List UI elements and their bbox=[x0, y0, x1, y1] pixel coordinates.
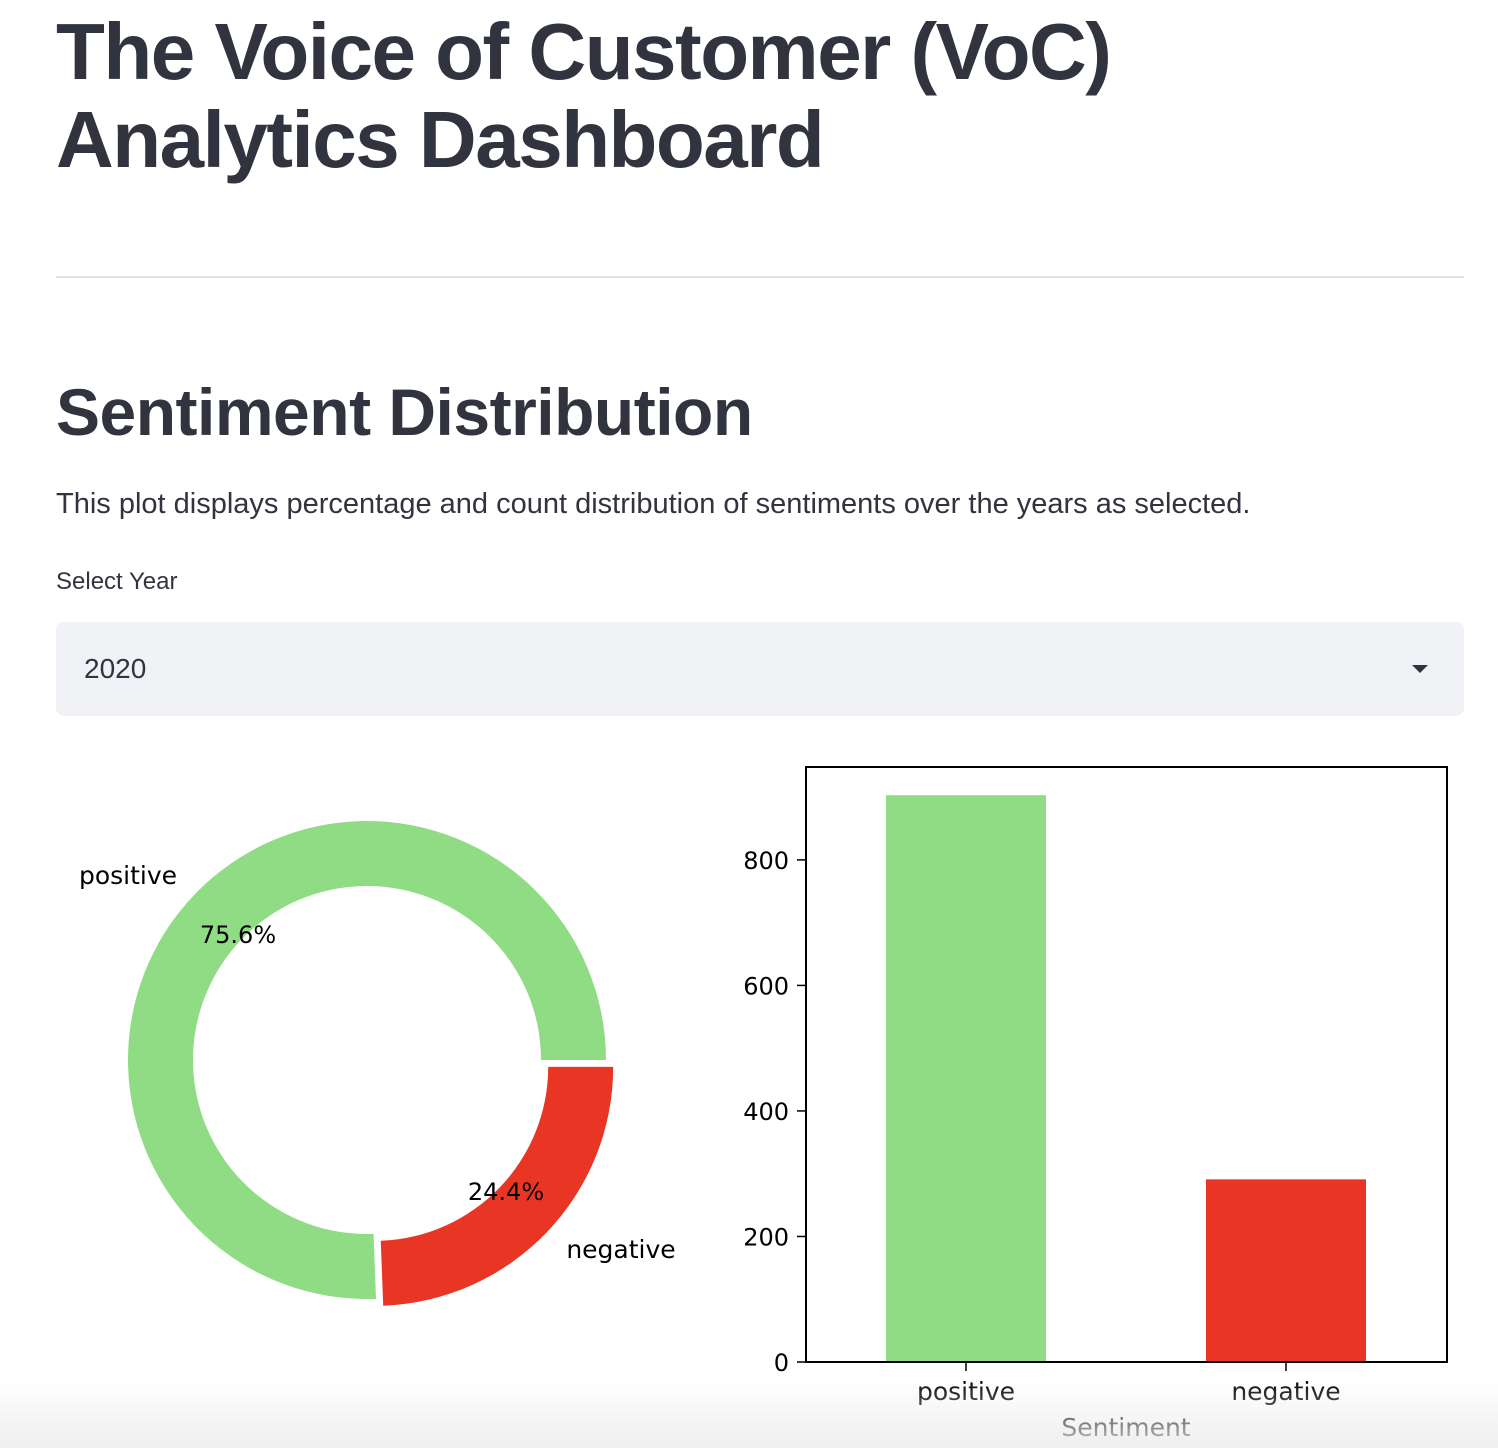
plot-frame bbox=[805, 766, 1448, 1363]
x-tick-label-positive: positive bbox=[917, 1377, 1015, 1406]
y-tick-label: 800 bbox=[743, 847, 789, 875]
y-tick-label: 0 bbox=[774, 1349, 789, 1377]
donut-label-negative: negative bbox=[566, 1235, 675, 1264]
year-select-value: 2020 bbox=[84, 653, 147, 684]
select-year-label: Select Year bbox=[56, 568, 178, 595]
y-tick-label: 400 bbox=[743, 1098, 789, 1126]
year-select[interactable]: 2020 bbox=[56, 622, 1464, 716]
bar-negative bbox=[1206, 1179, 1366, 1362]
y-axis-ticks: 0 200 400 600 800 bbox=[743, 847, 806, 1377]
charts-area: positive 75.6% 24.4% negative 0 200 400 600… bbox=[79, 766, 1448, 1442]
divider bbox=[56, 276, 1464, 278]
bar-positive bbox=[886, 795, 1046, 1362]
donut-pct-positive: 75.6% bbox=[200, 921, 276, 949]
section-title: Sentiment Distribution bbox=[56, 375, 753, 449]
y-tick-label: 600 bbox=[743, 972, 789, 1000]
section-description: This plot displays percentage and count … bbox=[56, 488, 1251, 520]
donut-chart: positive 75.6% 24.4% negative bbox=[79, 820, 676, 1306]
donut-slice-negative bbox=[380, 1066, 614, 1306]
x-axis-label: Sentiment bbox=[1061, 1413, 1190, 1442]
donut-label-positive: positive bbox=[79, 861, 177, 890]
page-title: The Voice of Customer (VoC) Analytics Da… bbox=[56, 7, 1112, 184]
donut-pct-negative: 24.4% bbox=[468, 1178, 544, 1206]
x-tick-label-negative: negative bbox=[1231, 1377, 1340, 1406]
caret-down-icon[interactable] bbox=[1412, 665, 1428, 673]
bar-chart: 0 200 400 600 800 positive negative Sentimen… bbox=[743, 766, 1448, 1442]
y-tick-label: 200 bbox=[743, 1223, 789, 1251]
